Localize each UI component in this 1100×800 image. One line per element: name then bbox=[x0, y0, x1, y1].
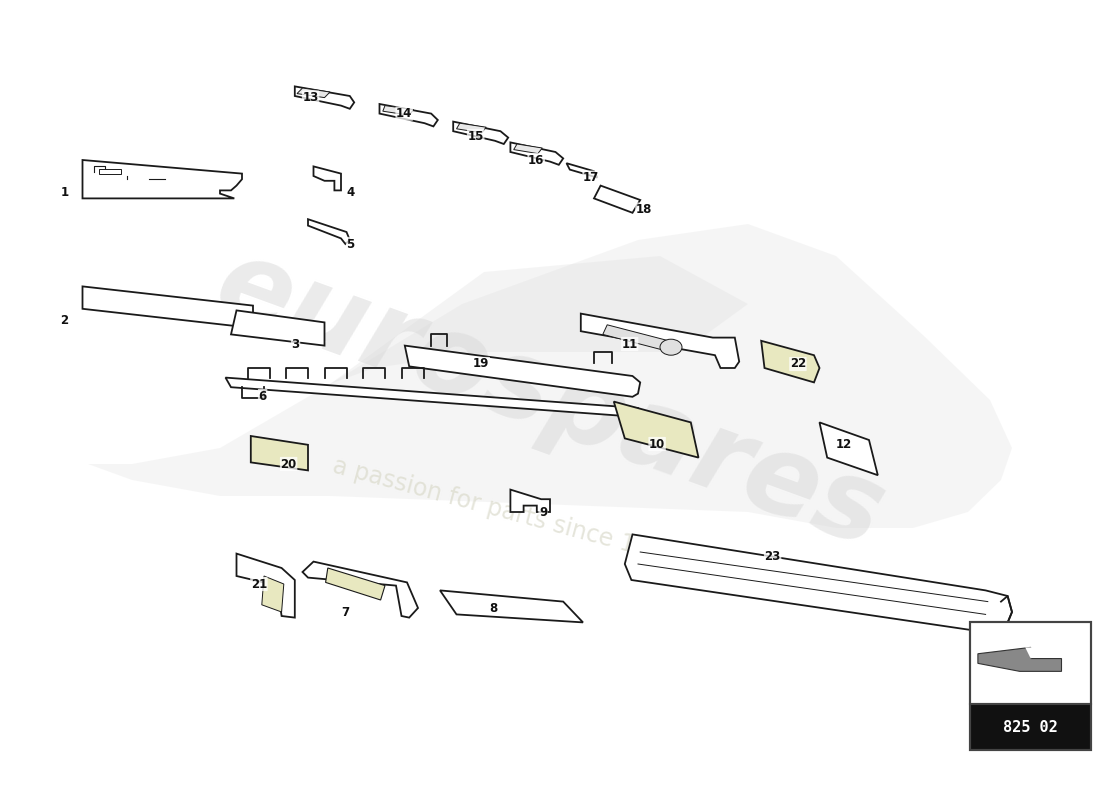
Polygon shape bbox=[82, 160, 242, 198]
Text: 19: 19 bbox=[473, 358, 490, 370]
Text: 1: 1 bbox=[60, 186, 68, 198]
Text: 825 02: 825 02 bbox=[1003, 720, 1058, 735]
Text: 20: 20 bbox=[280, 458, 297, 470]
Polygon shape bbox=[295, 86, 354, 109]
Text: 13: 13 bbox=[302, 91, 319, 104]
Polygon shape bbox=[308, 219, 350, 244]
Text: 12: 12 bbox=[836, 438, 852, 450]
Polygon shape bbox=[440, 590, 583, 622]
Text: 22: 22 bbox=[790, 358, 806, 370]
Text: 4: 4 bbox=[346, 186, 354, 198]
Text: 21: 21 bbox=[251, 578, 267, 590]
Polygon shape bbox=[302, 562, 418, 618]
Polygon shape bbox=[510, 490, 550, 512]
FancyBboxPatch shape bbox=[970, 622, 1091, 704]
Polygon shape bbox=[314, 166, 341, 190]
FancyBboxPatch shape bbox=[970, 704, 1091, 750]
Text: 7: 7 bbox=[341, 606, 349, 618]
Text: 6: 6 bbox=[258, 390, 266, 402]
Text: 15: 15 bbox=[468, 130, 484, 142]
Polygon shape bbox=[297, 88, 330, 98]
Text: 2: 2 bbox=[60, 314, 68, 326]
Text: 9: 9 bbox=[539, 506, 548, 518]
Text: a passion for parts since 1985: a passion for parts since 1985 bbox=[330, 454, 682, 570]
Text: eurospares: eurospares bbox=[201, 230, 899, 570]
Polygon shape bbox=[231, 310, 324, 346]
Polygon shape bbox=[581, 314, 739, 368]
Polygon shape bbox=[510, 142, 563, 165]
Polygon shape bbox=[379, 104, 438, 126]
Polygon shape bbox=[978, 647, 1062, 671]
Polygon shape bbox=[514, 144, 542, 154]
Polygon shape bbox=[226, 378, 647, 418]
Polygon shape bbox=[1025, 647, 1047, 658]
Text: 10: 10 bbox=[649, 438, 666, 450]
Circle shape bbox=[660, 339, 682, 355]
Text: 17: 17 bbox=[583, 171, 600, 184]
Polygon shape bbox=[453, 122, 508, 144]
Text: 23: 23 bbox=[764, 550, 781, 562]
Polygon shape bbox=[603, 325, 669, 350]
Polygon shape bbox=[405, 346, 640, 397]
Text: 5: 5 bbox=[346, 238, 354, 250]
Polygon shape bbox=[614, 402, 698, 458]
Polygon shape bbox=[383, 106, 414, 115]
Text: 11: 11 bbox=[621, 338, 638, 350]
Polygon shape bbox=[761, 341, 820, 382]
Text: 16: 16 bbox=[528, 154, 544, 166]
Polygon shape bbox=[251, 436, 308, 470]
Text: 8: 8 bbox=[490, 602, 497, 614]
Polygon shape bbox=[330, 256, 748, 384]
Polygon shape bbox=[262, 576, 284, 612]
Polygon shape bbox=[236, 554, 295, 618]
Polygon shape bbox=[625, 534, 1012, 632]
Polygon shape bbox=[456, 123, 486, 133]
Polygon shape bbox=[82, 286, 253, 328]
Polygon shape bbox=[566, 163, 597, 178]
Text: 3: 3 bbox=[292, 338, 299, 350]
Polygon shape bbox=[88, 224, 1012, 528]
Polygon shape bbox=[820, 422, 878, 475]
Polygon shape bbox=[326, 568, 385, 600]
Text: 18: 18 bbox=[636, 203, 652, 216]
Polygon shape bbox=[594, 186, 640, 213]
Text: 14: 14 bbox=[396, 107, 412, 120]
Polygon shape bbox=[99, 169, 121, 174]
